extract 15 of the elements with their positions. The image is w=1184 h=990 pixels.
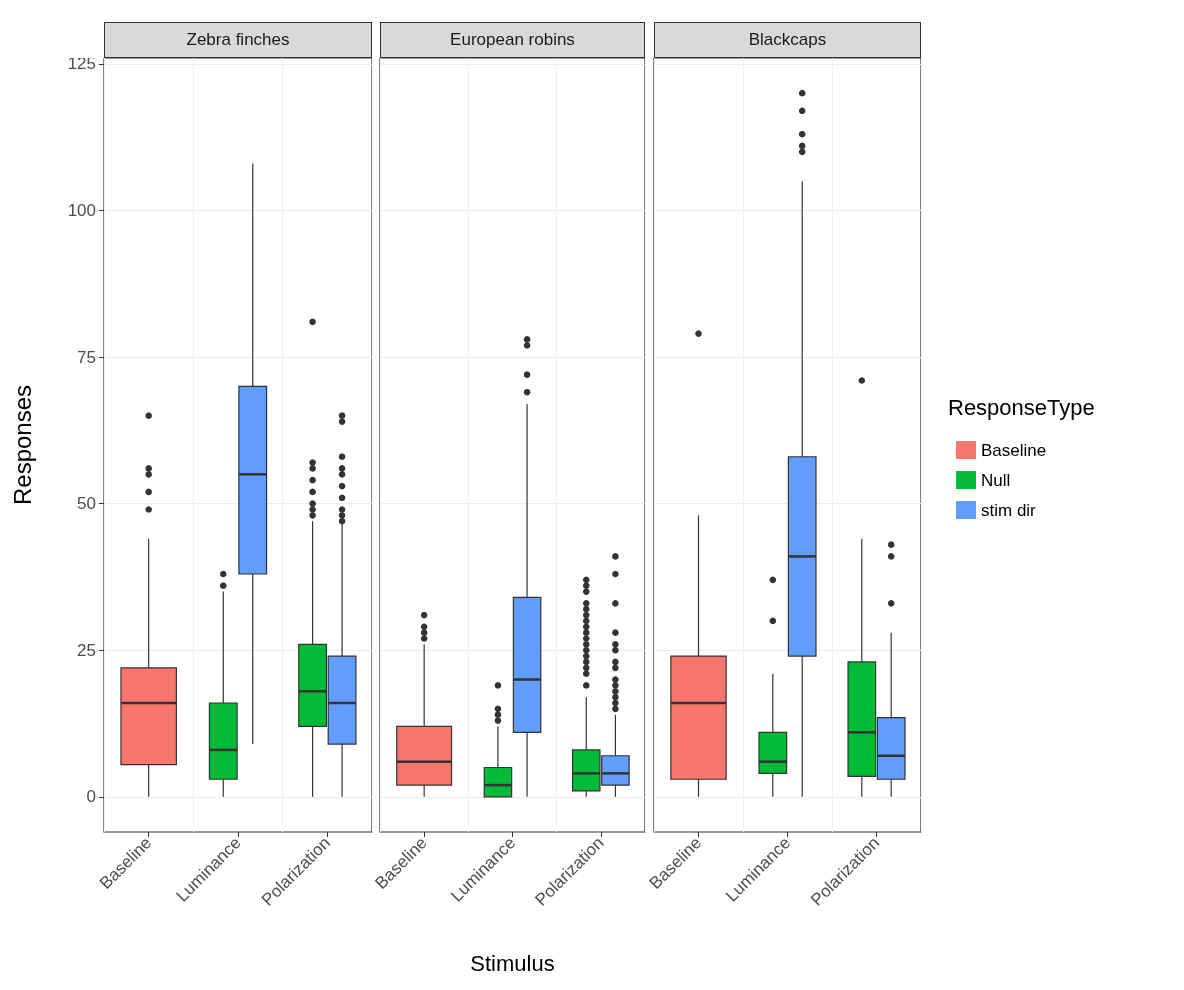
y-axis-title: Responses bbox=[8, 384, 36, 506]
y-tick-label: 0 bbox=[86, 787, 96, 807]
y-tick-label: 100 bbox=[67, 200, 96, 220]
y-tick-label: 50 bbox=[77, 494, 96, 514]
chart-title: European robins bbox=[380, 22, 645, 58]
legend-title: ResponseType bbox=[948, 394, 1095, 420]
chart-title: Blackcaps bbox=[654, 22, 921, 58]
chart-title: Zebra finches bbox=[104, 22, 372, 58]
y-tick-label: 125 bbox=[67, 54, 96, 74]
x-axis-title: Stimulus bbox=[470, 950, 555, 976]
y-tick-label: 75 bbox=[77, 347, 96, 367]
legend-label: Null bbox=[981, 470, 1011, 490]
legend-label: Baseline bbox=[981, 440, 1047, 460]
legend-label: stim dir bbox=[981, 500, 1037, 520]
y-tick-label: 25 bbox=[77, 640, 96, 660]
